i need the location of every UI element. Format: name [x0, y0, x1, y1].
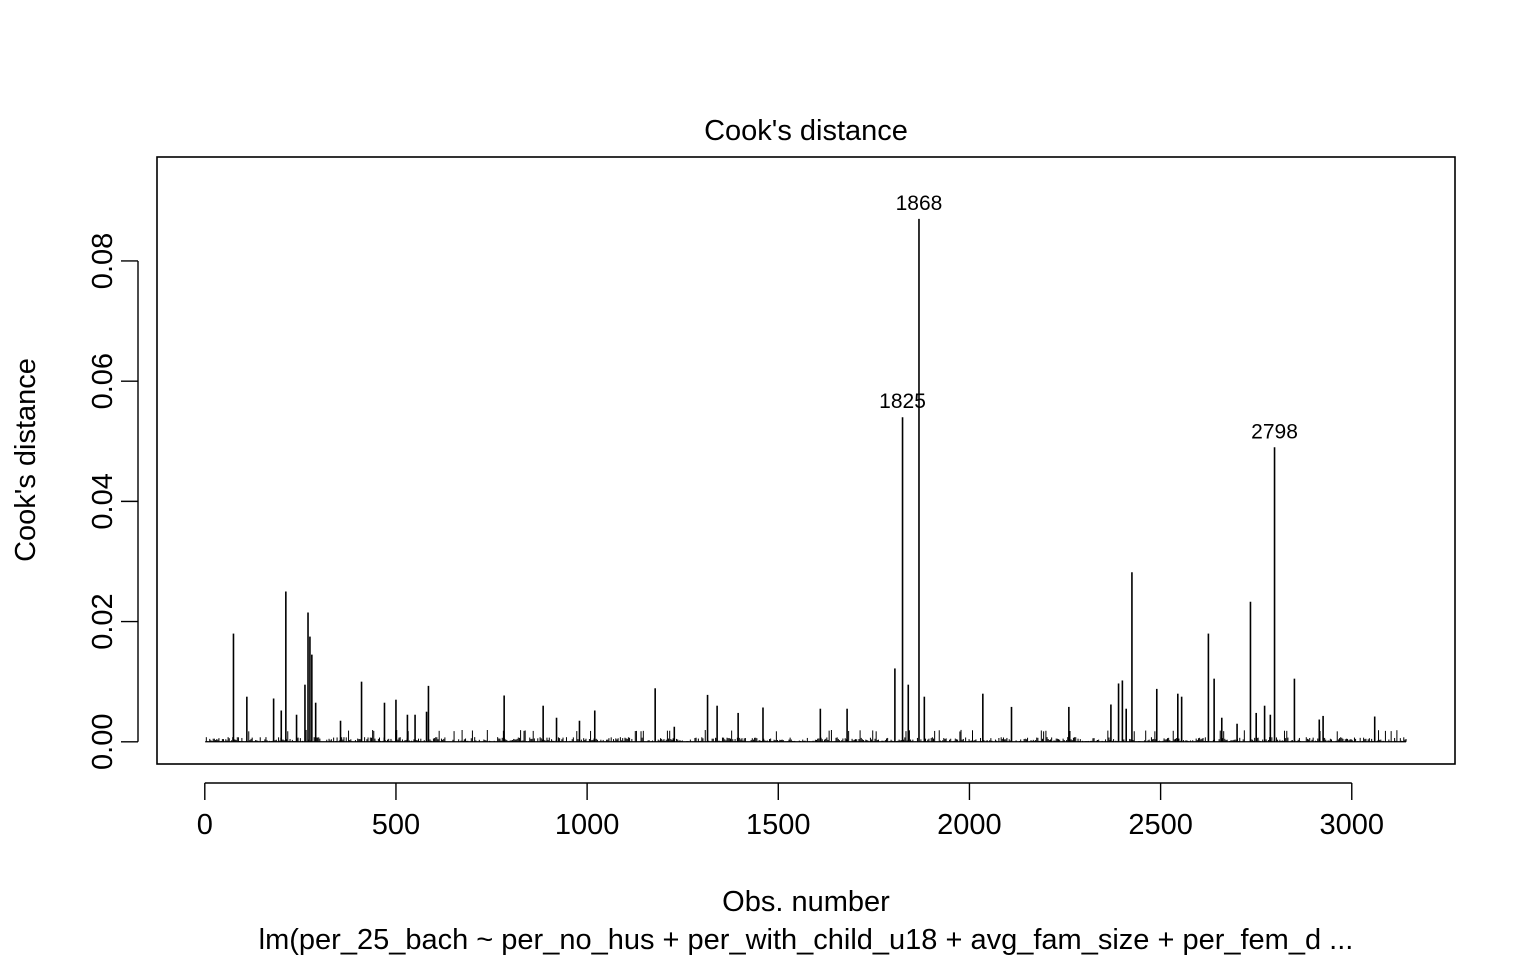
- x-axis: 0 500 1000 1500 2000 2500 3000: [197, 782, 1385, 841]
- x-tick-label: 1500: [746, 809, 811, 841]
- y-tick-label: 0.00: [87, 714, 119, 770]
- y-tick-label: 0.08: [87, 233, 119, 289]
- point-label: 1868: [896, 192, 943, 215]
- plot-frame: [156, 156, 1456, 765]
- x-tick-label: 2500: [1128, 809, 1193, 841]
- point-labels-group: 1825 1868 2798: [879, 192, 1298, 443]
- x-tick-label: 500: [372, 809, 420, 841]
- y-axis-label: Cook's distance: [10, 358, 42, 562]
- y-tick-label: 0.04: [87, 473, 119, 529]
- x-axis-label: Obs. number: [722, 886, 890, 918]
- bars-group: [205, 218, 1407, 743]
- point-label: 2798: [1251, 420, 1298, 443]
- y-axis: 0.00 0.02 0.04 0.06 0.08: [87, 233, 139, 770]
- x-tick-label: 3000: [1320, 809, 1385, 841]
- point-label: 1825: [879, 390, 926, 413]
- x-tick-label: 0: [197, 809, 213, 841]
- x-tick-label: 1000: [555, 809, 620, 841]
- x-tick-label: 2000: [937, 809, 1002, 841]
- chart-title: Cook's distance: [704, 115, 908, 147]
- chart-subtitle: lm(per_25_bach ~ per_no_hus + per_with_c…: [259, 924, 1354, 956]
- y-tick-label: 0.02: [87, 593, 119, 649]
- y-tick-label: 0.06: [87, 353, 119, 409]
